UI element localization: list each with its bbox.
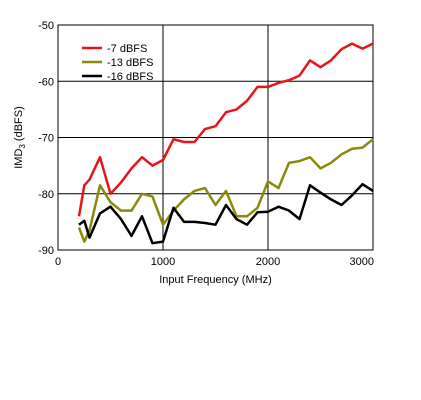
series-line	[78, 182, 374, 245]
y-tick-label: -80	[38, 189, 54, 201]
series-line	[77, 138, 374, 243]
grid	[58, 25, 373, 250]
y-axis-title-main: IMD	[13, 149, 25, 169]
y-tick-label: -60	[38, 76, 54, 88]
y-tick-label: -50	[38, 20, 54, 32]
x-tick-label: 1000	[151, 256, 175, 268]
series-layer	[77, 42, 374, 245]
y-tick-label: -90	[38, 245, 54, 257]
x-tick-label: 3000	[350, 256, 374, 268]
tick-labels: 0 1000 2000 3000 -90 -80 -70 -60 -50	[38, 20, 374, 268]
series-line	[77, 42, 374, 217]
legend-label: -16 dBFS	[107, 71, 153, 83]
y-axis-title-subscript: 3	[18, 144, 27, 149]
y-axis-title: IMD3 (dBFS)	[13, 106, 27, 169]
y-tick-label: -70	[38, 133, 54, 145]
legend-label: -13 dBFS	[107, 57, 153, 69]
y-axis-title-rest: (dBFS)	[13, 106, 25, 144]
x-tick-label: 0	[55, 256, 61, 268]
x-axis-title: Input Frequency (MHz)	[159, 274, 271, 286]
legend: -7 dBFS -13 dBFS -16 dBFS	[82, 43, 153, 83]
plot-frame	[57, 24, 374, 251]
x-tick-label: 2000	[256, 256, 280, 268]
legend-label: -7 dBFS	[107, 43, 147, 55]
